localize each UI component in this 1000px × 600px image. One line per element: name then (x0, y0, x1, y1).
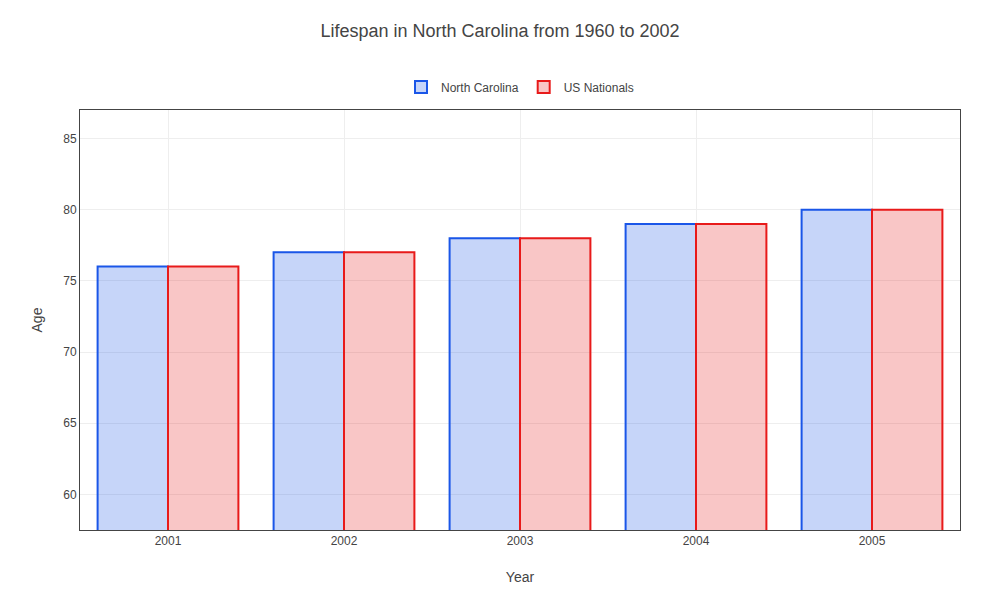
svg-text:Age: Age (29, 307, 45, 332)
svg-text:65: 65 (63, 416, 77, 430)
svg-text:70: 70 (63, 345, 77, 359)
svg-text:2002: 2002 (331, 534, 358, 548)
svg-text:2001: 2001 (155, 534, 182, 548)
svg-text:75: 75 (63, 274, 77, 288)
svg-text:2005: 2005 (859, 534, 886, 548)
svg-text:2003: 2003 (507, 534, 534, 548)
svg-text:80: 80 (63, 203, 77, 217)
svg-text:Year: Year (506, 569, 535, 585)
svg-text:60: 60 (63, 488, 77, 502)
svg-text:85: 85 (63, 132, 77, 146)
svg-text:Lifespan in North Carolina fro: Lifespan in North Carolina from 1960 to … (320, 21, 679, 41)
svg-text:North Carolina: North Carolina (441, 81, 519, 95)
svg-text:US Nationals: US Nationals (564, 81, 634, 95)
svg-text:2004: 2004 (683, 534, 710, 548)
